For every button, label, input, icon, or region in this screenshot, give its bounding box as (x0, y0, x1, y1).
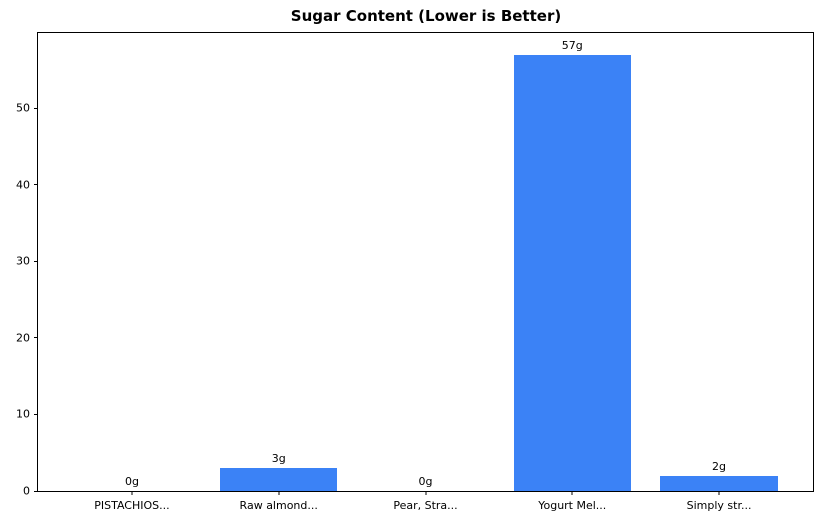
y-tick-label: 30 (16, 254, 30, 268)
x-tick-mark (278, 491, 280, 495)
bar-value-label: 57g (561, 38, 583, 52)
y-tick-mark (34, 184, 38, 186)
x-tick-label: PISTACHIOS... (94, 499, 170, 512)
chart-title: Sugar Content (Lower is Better) (290, 7, 562, 25)
y-tick-mark (34, 260, 38, 262)
bar (220, 468, 338, 491)
bar-value-label: 0g (418, 475, 433, 488)
bar (513, 54, 631, 491)
x-tick-mark (571, 491, 573, 495)
y-tick-label: 0 (23, 484, 30, 498)
y-tick-label: 40 (16, 178, 30, 192)
bar (660, 475, 778, 491)
y-tick-label: 20 (16, 331, 30, 345)
bar-value-label: 2g (712, 459, 727, 473)
bar-value-label: 0g (124, 475, 139, 488)
x-tick-label: Raw almond... (239, 499, 318, 512)
y-tick-mark (34, 337, 38, 339)
plot-area: 0 10 20 30 40 50 0g PISTACHIOS... 3g Raw almond..… (16, 32, 814, 512)
x-tick-mark (425, 491, 426, 495)
y-tick-label: 10 (16, 407, 30, 421)
y-tick-mark (34, 413, 38, 415)
x-tick-label: Pear, Stra... (393, 499, 458, 512)
y-tick-label: 50 (16, 101, 30, 115)
x-tick-mark (718, 491, 720, 495)
x-tick-label: Yogurt Mel... (538, 499, 607, 512)
bar-value-label: 3g (271, 452, 286, 466)
y-tick-mark (34, 490, 38, 492)
x-tick-mark (131, 491, 133, 495)
y-tick-mark (34, 107, 38, 109)
x-tick-label: Simply str... (686, 499, 752, 512)
